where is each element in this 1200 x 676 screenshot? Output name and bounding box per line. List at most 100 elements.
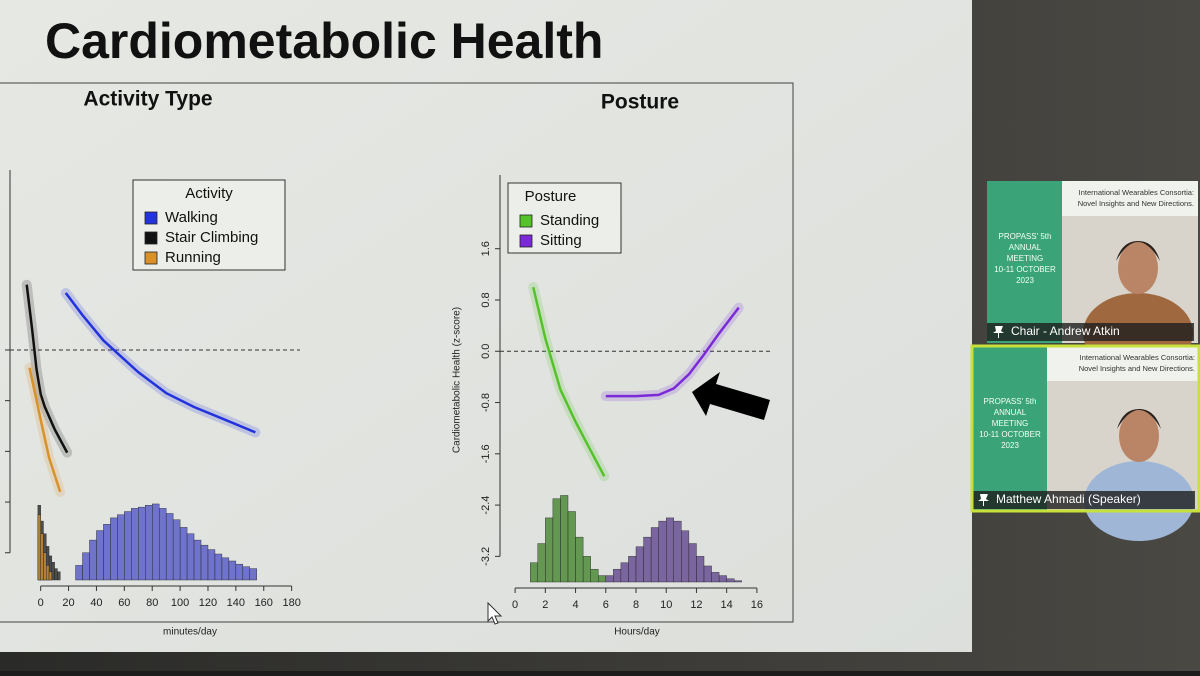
histogram-bar xyxy=(567,511,576,583)
histogram-bar xyxy=(242,566,251,581)
x-tick-label: 60 xyxy=(118,597,130,609)
chart-title: Activity Type xyxy=(83,88,212,111)
histogram-bar xyxy=(560,495,569,583)
histogram-bar xyxy=(54,568,58,581)
x-tick-label: 6 xyxy=(603,599,609,611)
x-tick-label: 16 xyxy=(751,599,763,611)
x-tick-label: 4 xyxy=(572,599,578,611)
histogram-bar xyxy=(51,562,55,581)
histogram-bar xyxy=(82,552,90,581)
x-tick-label: 0 xyxy=(512,599,518,611)
participant-name: Matthew Ahmadi (Speaker) xyxy=(996,492,1141,506)
series-line xyxy=(25,284,69,454)
x-tick-label: 180 xyxy=(282,597,300,609)
histogram-bar xyxy=(37,514,41,581)
legend-swatch xyxy=(144,211,158,225)
histogram-bar xyxy=(628,556,637,583)
x-tick-label: 12 xyxy=(690,599,702,611)
x-tick-label: 0 xyxy=(38,597,44,609)
histogram-bar xyxy=(172,519,181,581)
x-axis-label: minutes/day xyxy=(163,627,217,638)
tile-banner: International Wearables Consortia: xyxy=(1080,353,1195,362)
histogram-bar xyxy=(214,553,223,581)
chart: Posture -3.2 -2.4 -1.6 -0.8 0.0 0.8 1.6 0 2 4 6 8 10 1… xyxy=(452,91,772,638)
histogram-bar xyxy=(117,514,125,581)
person-hair xyxy=(1117,409,1161,429)
histogram-bar xyxy=(193,539,202,581)
histogram-bar xyxy=(650,527,659,583)
x-tick-label: 100 xyxy=(171,597,189,609)
legend-label: Walking xyxy=(165,209,218,226)
legend-title: Posture xyxy=(525,188,577,205)
histogram-bar xyxy=(89,539,97,581)
histogram-bar xyxy=(186,533,195,581)
histogram-bar xyxy=(582,556,591,583)
y-tick-label: -0.8 xyxy=(0,391,2,410)
tile-event: 2023 xyxy=(1001,441,1019,450)
y-tick-label: -2.4 xyxy=(0,493,2,512)
histogram-bar xyxy=(703,565,712,583)
histogram-bar xyxy=(179,527,188,581)
y-axis-label: Cardiometabolic Health (z-score) xyxy=(452,307,463,453)
legend-label: Running xyxy=(165,249,221,266)
x-tick-label: 80 xyxy=(146,597,158,609)
person-head xyxy=(1119,410,1159,462)
histogram-bar xyxy=(207,549,216,581)
y-tick-label: -3.2 xyxy=(480,547,492,566)
histogram-bar xyxy=(605,575,614,583)
histogram-bar xyxy=(658,520,667,583)
tile-banner: Novel Insights and New Directions. xyxy=(1079,364,1195,373)
histogram-bar xyxy=(165,513,174,581)
histogram-bar xyxy=(249,568,257,581)
name-bar xyxy=(987,323,1194,341)
tile-event: ANNUAL xyxy=(994,408,1027,417)
pin-icon xyxy=(978,494,989,506)
tile-event: 10-11 OCTOBER xyxy=(979,430,1041,439)
x-tick-label: 120 xyxy=(199,597,217,609)
slide-title: Cardiometabolic Health xyxy=(45,13,603,69)
y-tick-label: -1.6 xyxy=(0,442,2,461)
video-tile: International Wearables Consortia: Novel … xyxy=(987,181,1198,373)
legend-swatch xyxy=(519,214,533,228)
video-tiles: International Wearables Consortia: Novel … xyxy=(970,181,1200,541)
charts: Activity Type-3.2-2.4-1.6-0.80.002040608… xyxy=(0,88,772,638)
video-tile: International Wearables Consortia: Novel … xyxy=(970,344,1200,541)
histogram-bar xyxy=(200,544,209,581)
x-axis-label: Hours/day xyxy=(614,627,660,638)
legend-swatch xyxy=(144,231,158,245)
histogram-bar xyxy=(57,571,61,581)
y-tick-label: 0.8 xyxy=(480,292,492,307)
x-tick-label: 14 xyxy=(721,599,733,611)
histogram-bar xyxy=(138,506,146,581)
histogram-bar xyxy=(688,543,697,583)
series-line xyxy=(532,286,606,477)
histogram-bar xyxy=(635,546,644,583)
histogram-bar xyxy=(158,508,167,581)
histogram-bar xyxy=(131,508,139,581)
participant-name: Chair - Andrew Atkin xyxy=(1011,324,1120,338)
histogram-bar xyxy=(696,556,705,583)
histogram-bar xyxy=(235,563,244,581)
y-tick-label: -1.6 xyxy=(480,444,492,463)
histogram-bar xyxy=(681,530,690,583)
histogram-bar xyxy=(221,557,230,581)
y-tick-label: 0.0 xyxy=(480,344,492,359)
histogram-bar xyxy=(96,530,104,581)
tile-event: MEETING xyxy=(1007,254,1043,263)
histogram-bar xyxy=(40,533,44,581)
tile-banner: Novel Insights and New Directions. xyxy=(1078,199,1194,208)
histogram-bar xyxy=(590,568,599,583)
x-tick-label: 40 xyxy=(90,597,102,609)
x-tick-label: 8 xyxy=(633,599,639,611)
x-tick-label: 140 xyxy=(227,597,245,609)
plot-frame xyxy=(0,82,794,623)
tile-event: PROPASS' 5th xyxy=(999,232,1052,241)
series-line xyxy=(28,367,62,493)
chart: Activity Type -3.2 -2.4 -1.6 -0.8 0.0 0 20 40 60 8… xyxy=(0,88,301,638)
x-tick-label: 2 xyxy=(542,599,548,611)
legend-label: Stair Climbing xyxy=(165,229,258,246)
histogram-bar xyxy=(46,565,50,581)
legend-swatch xyxy=(144,251,158,265)
histogram-bar xyxy=(75,565,83,581)
